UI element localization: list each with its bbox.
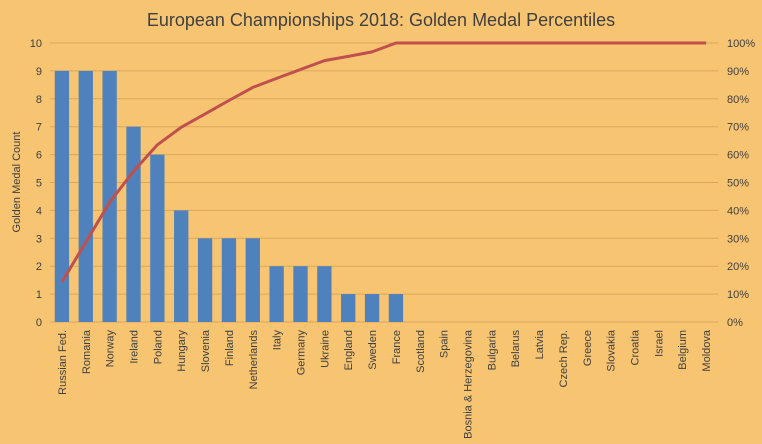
bar	[341, 294, 356, 322]
x-tick-label: Belgium	[677, 330, 689, 370]
y-tick-label: 5	[36, 178, 42, 190]
bar	[221, 238, 237, 322]
y-tick-label: 7	[36, 122, 42, 134]
left-axis-ticks: 0 1 2 3 4 5 6 7 8 9 10	[30, 38, 42, 329]
x-tick-label: Czech Rep.	[558, 330, 570, 387]
y2-tick-label: 10%	[727, 289, 749, 301]
x-tick-label: Hungary	[176, 330, 188, 372]
x-tick-label: France	[391, 330, 403, 364]
bar	[364, 294, 380, 322]
bar-series	[54, 70, 404, 323]
y-tick-label: 6	[36, 150, 42, 162]
y-tick-label: 0	[36, 317, 42, 329]
x-tick-label: England	[343, 330, 355, 370]
y-tick-label: 3	[36, 233, 42, 245]
x-tick-label: Sweden	[367, 330, 379, 370]
x-tick-label: Scotland	[415, 330, 427, 373]
bar	[197, 238, 213, 322]
x-tick-label: Romania	[81, 329, 93, 374]
y-tick-label: 4	[36, 205, 42, 217]
y-tick-label: 8	[36, 94, 42, 106]
y-tick-label: 1	[36, 289, 42, 301]
x-tick-label: Latvia	[534, 329, 546, 359]
x-tick-label: Netherlands	[248, 330, 260, 390]
x-tick-label: Greece	[582, 330, 594, 366]
bar	[150, 154, 165, 322]
y2-tick-label: 100%	[727, 38, 755, 50]
x-tick-label: Ireland	[129, 330, 141, 364]
bar	[388, 294, 404, 322]
x-tick-label: Spain	[439, 330, 451, 358]
x-tick-label: Ukraine	[319, 330, 331, 368]
x-tick-label: Slovakia	[606, 329, 618, 371]
bar	[293, 266, 308, 322]
chart-title: European Championships 2018: Golden Meda…	[147, 10, 615, 30]
right-axis-ticks: 0% 10% 20% 30% 40% 50% 60% 70% 80% 90% 100%	[727, 38, 755, 329]
y2-tick-label: 60%	[727, 150, 749, 162]
category-axis-ticks: Russian Fed. Romania Norway Ireland Poland Hu…	[57, 329, 713, 439]
y-axis-title: Golden Medal Count	[11, 132, 23, 233]
bar	[174, 210, 189, 322]
x-tick-label: Slovenia	[200, 329, 212, 372]
bar	[78, 70, 93, 323]
y2-tick-label: 90%	[727, 66, 749, 78]
bar	[245, 238, 260, 322]
bar	[54, 70, 70, 323]
bar	[269, 266, 284, 322]
y2-tick-label: 80%	[727, 94, 749, 106]
x-tick-label: Bosnia & Herzegovina	[463, 329, 475, 439]
bar	[102, 70, 117, 323]
y-tick-label: 2	[36, 261, 42, 273]
x-tick-label: Russian Fed.	[57, 330, 69, 395]
x-tick-label: Norway	[105, 330, 117, 368]
x-tick-label: Belarus	[510, 330, 522, 368]
x-tick-label: Israel	[653, 330, 665, 357]
cumulative-line	[60, 41, 707, 283]
y2-tick-label: 0%	[727, 317, 743, 329]
y2-tick-label: 40%	[727, 205, 749, 217]
x-tick-label: Bulgaria	[486, 329, 498, 370]
x-tick-label: Finland	[224, 330, 236, 366]
y-tick-label: 9	[36, 66, 42, 78]
x-tick-label: Italy	[272, 330, 284, 351]
x-tick-label: Croatia	[630, 329, 642, 365]
x-tick-label: Germany	[296, 330, 308, 376]
bar	[126, 126, 141, 322]
y-tick-label: 10	[30, 38, 42, 50]
bar	[317, 266, 332, 322]
y2-tick-label: 30%	[727, 233, 749, 245]
cumulative-percentage-series	[60, 41, 707, 283]
x-tick-label: Poland	[152, 330, 164, 364]
y2-tick-label: 50%	[727, 178, 749, 190]
x-tick-label: Moldova	[701, 329, 713, 371]
y2-tick-label: 70%	[727, 122, 749, 134]
y2-tick-label: 20%	[727, 261, 749, 273]
